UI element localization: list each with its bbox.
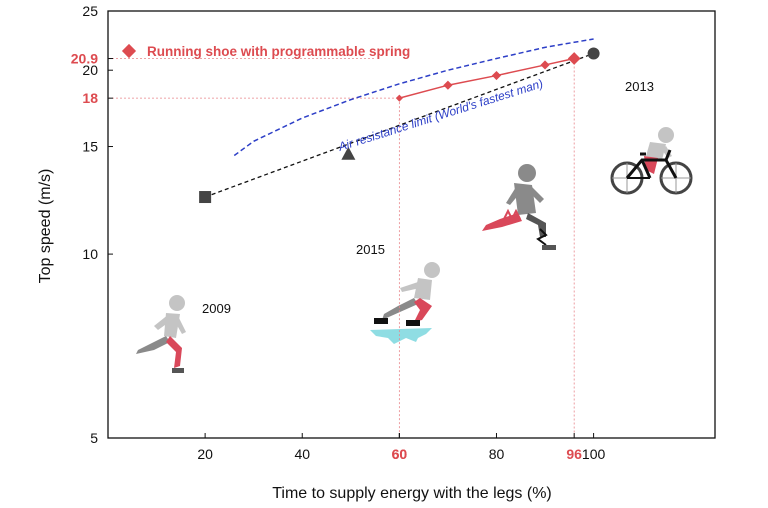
legend: Running shoe with programmable spring <box>121 43 410 59</box>
y-tick-label: 18 <box>82 90 98 106</box>
y-tick-label: 15 <box>82 139 98 155</box>
record-label-2015: 2015 <box>356 242 385 257</box>
x-tick-label: 96 <box>566 446 582 462</box>
y-tick-label: 20.9 <box>71 51 98 67</box>
record-point-triangle <box>341 146 356 160</box>
legend-label: Running shoe with programmable spring <box>147 44 410 59</box>
shoe-point <box>491 70 502 81</box>
x-tick-label: 60 <box>392 446 408 462</box>
cyclist-icon <box>610 127 693 195</box>
x-tick-label: 20 <box>197 446 213 462</box>
shoe-point <box>540 60 550 70</box>
y-tick-label: 10 <box>82 246 98 262</box>
legend-marker <box>121 43 137 59</box>
record-label-2013: 2013 <box>625 79 654 94</box>
record-point-square <box>199 191 212 204</box>
y-axis-label: Top speed (m/s) <box>37 169 54 284</box>
shoe-point <box>395 94 403 102</box>
record-trend-line <box>204 52 594 198</box>
record-point-circle <box>587 47 600 60</box>
air-resistance-limit-line <box>233 38 594 157</box>
shoe-point <box>443 80 453 90</box>
x-tick-label: 60 <box>392 446 408 462</box>
spring-runner-icon <box>482 164 556 250</box>
y-tick-label: 25 <box>82 3 98 19</box>
y-tick-label: 20 <box>82 62 98 78</box>
x-tick-label: 100 <box>582 446 606 462</box>
skater-icon <box>370 262 440 344</box>
x-tick-label: 40 <box>294 446 310 462</box>
runner-icon <box>136 295 186 373</box>
x-axis-label: Time to supply energy with the legs (%) <box>272 485 552 502</box>
y-tick-label: 5 <box>90 430 98 446</box>
x-tick-label: 80 <box>489 446 505 462</box>
guide-lines <box>108 58 575 438</box>
record-label-2009: 2009 <box>202 301 231 316</box>
plot-frame <box>107 10 716 439</box>
